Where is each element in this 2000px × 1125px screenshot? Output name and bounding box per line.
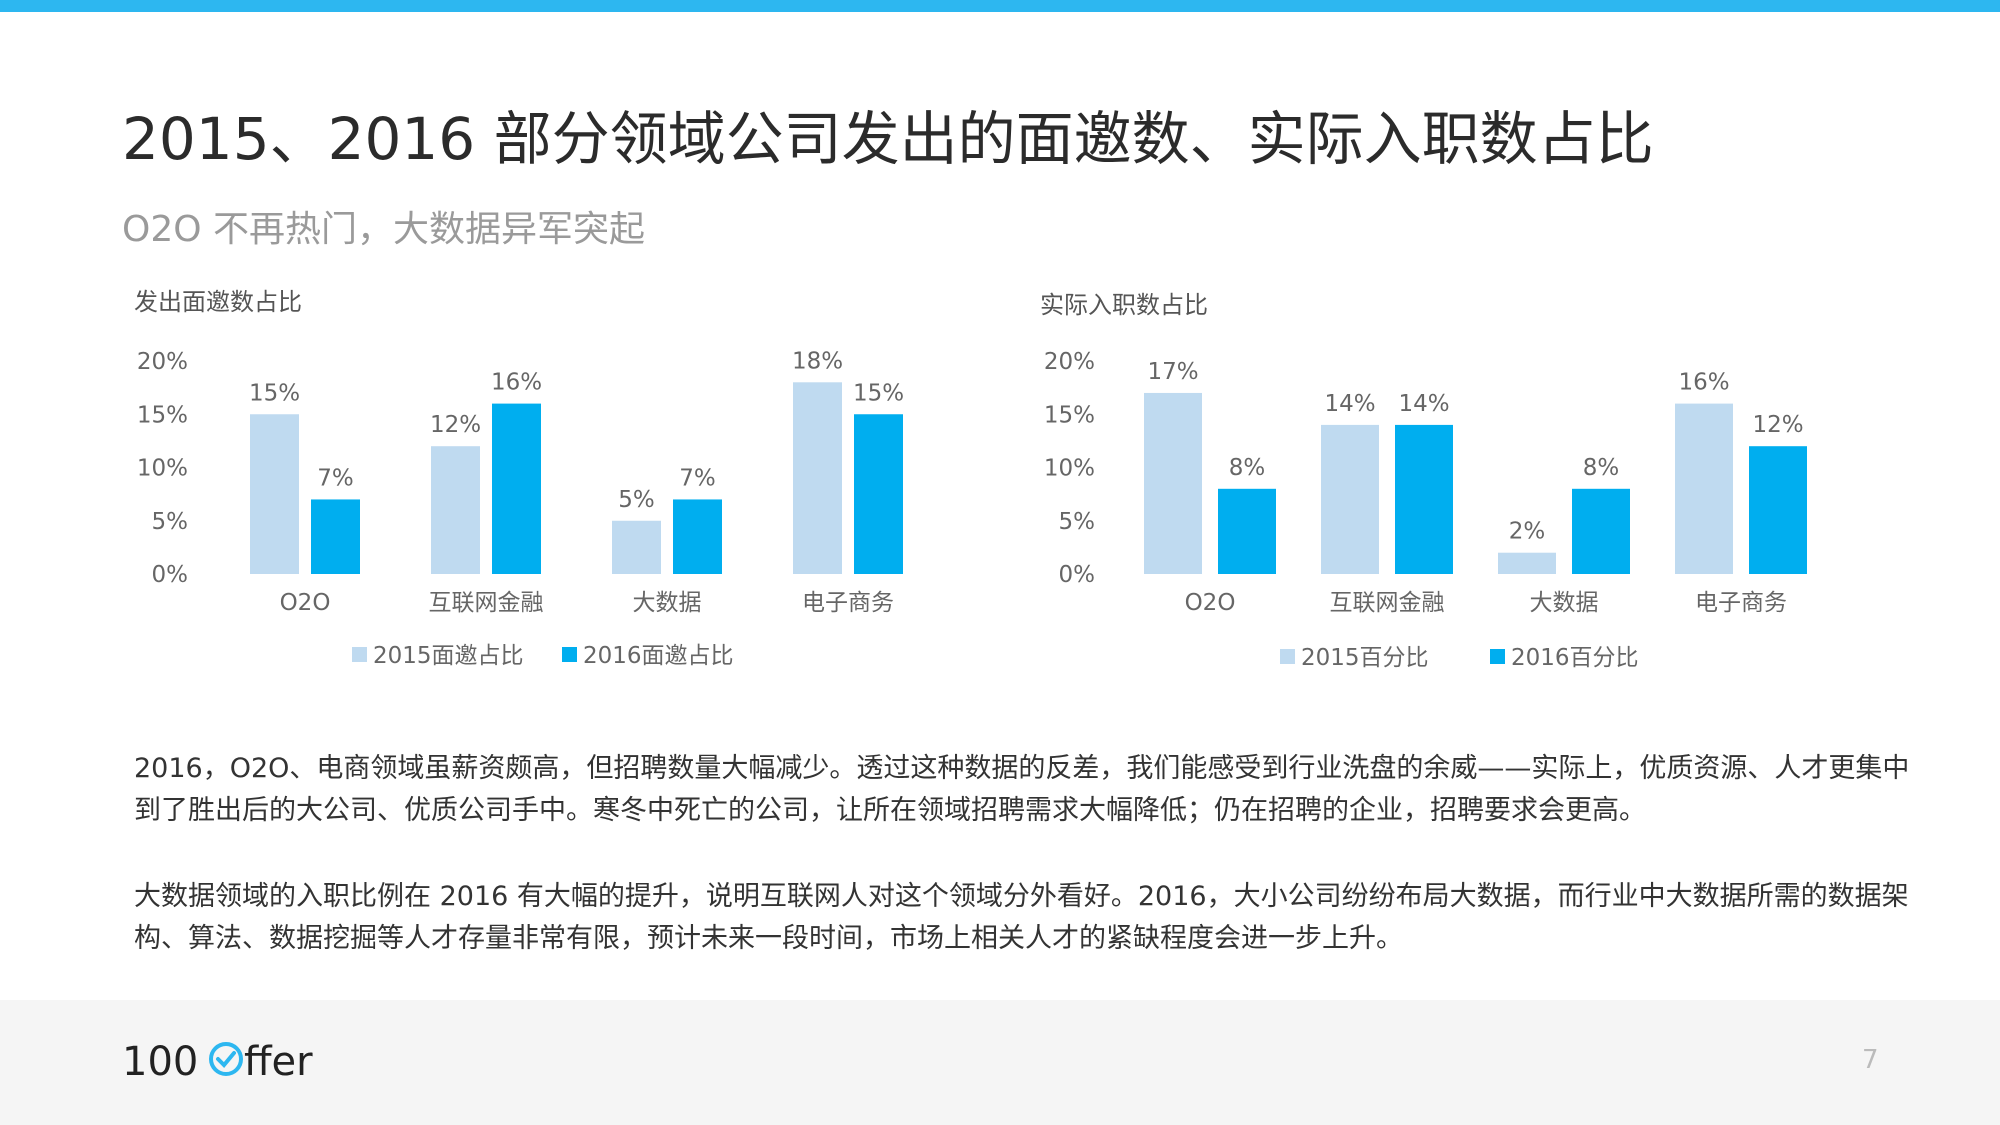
data-label: 14% xyxy=(1324,391,1375,417)
y-tick-label: 0% xyxy=(1059,562,1096,588)
data-label: 7% xyxy=(679,465,716,491)
page-title: 2015、2016 部分领域公司发出的面邀数、实际入职数占比 xyxy=(122,105,1654,173)
legend-label: 2015百分比 xyxy=(1301,645,1429,671)
bar-2015 xyxy=(1144,392,1202,574)
bar-2015 xyxy=(250,414,299,574)
legend-label: 2016百分比 xyxy=(1511,645,1639,671)
y-tick-label: 20% xyxy=(1044,349,1095,375)
bar-2015 xyxy=(431,446,480,574)
legend-swatch xyxy=(1490,649,1505,664)
svg-text:ffer: ffer xyxy=(244,1039,313,1083)
charts-area: 发出面邀数占比 0% 5% 10% 15% 20% 15% 7% O2O 12% 16% 互联网金融 5… xyxy=(0,270,2000,690)
data-label: 2% xyxy=(1509,519,1546,545)
bar-2016 xyxy=(1218,488,1276,574)
page-number: 7 xyxy=(1862,1045,1879,1075)
y-tick-label: 15% xyxy=(1044,402,1095,428)
bar-2015 xyxy=(1498,552,1556,574)
data-label: 5% xyxy=(618,487,655,513)
bar-2015 xyxy=(793,382,842,574)
paragraph-1: 2016，O2O、电商领域虽薪资颇高，但招聘数量大幅减少。透过这种数据的反差，我… xyxy=(134,753,1910,826)
y-tick-label: 10% xyxy=(137,456,188,482)
chart-title: 发出面邀数占比 xyxy=(134,288,302,316)
data-label: 12% xyxy=(430,412,481,438)
y-tick-label: 15% xyxy=(137,402,188,428)
bar-2016 xyxy=(1749,446,1807,574)
data-label: 18% xyxy=(792,348,843,374)
y-tick-label: 10% xyxy=(1044,456,1095,482)
legend-swatch xyxy=(562,647,577,662)
data-label: 15% xyxy=(853,380,904,406)
page-subtitle: O2O 不再热门，大数据异军突起 xyxy=(122,209,646,250)
x-tick-label: 互联网金融 xyxy=(1330,590,1445,616)
bar-2015 xyxy=(612,520,661,574)
x-tick-label: O2O xyxy=(1185,590,1236,616)
data-label: 14% xyxy=(1398,391,1449,417)
data-label: 15% xyxy=(249,380,300,406)
bar-charts: 发出面邀数占比 0% 5% 10% 15% 20% 15% 7% O2O 12% 16% 互联网金融 5… xyxy=(134,288,1807,671)
y-tick-label: 5% xyxy=(152,509,189,535)
100offer-logo: 100 ffer xyxy=(122,1039,313,1083)
y-tick-label: 0% xyxy=(152,562,189,588)
paragraph-2: 大数据领域的入职比例在 2016 有大幅的提升，说明互联网人对这个领域分外看好。… xyxy=(134,881,1909,954)
y-tick-label: 5% xyxy=(1059,509,1096,535)
chart-title: 实际入职数占比 xyxy=(1040,291,1208,319)
data-label: 17% xyxy=(1147,359,1198,385)
x-tick-label: 大数据 xyxy=(633,590,702,616)
top-accent-bar xyxy=(0,0,2000,12)
data-label: 12% xyxy=(1752,412,1803,438)
x-tick-label: 电子商务 xyxy=(802,590,894,616)
legend-swatch xyxy=(352,647,367,662)
data-label: 8% xyxy=(1229,455,1266,481)
bar-2016 xyxy=(854,414,903,574)
bar-2016 xyxy=(492,403,541,574)
bar-2016 xyxy=(1572,488,1630,574)
x-tick-label: 大数据 xyxy=(1530,590,1599,616)
bar-2016 xyxy=(1395,424,1453,574)
bar-2015 xyxy=(1675,403,1733,574)
data-label: 16% xyxy=(491,370,542,396)
bar-2016 xyxy=(311,499,360,574)
y-tick-label: 20% xyxy=(137,349,188,375)
legend-swatch xyxy=(1280,649,1295,664)
x-tick-label: 电子商务 xyxy=(1695,590,1787,616)
data-label: 7% xyxy=(317,465,354,491)
data-label: 16% xyxy=(1678,370,1729,396)
footer xyxy=(0,1000,2000,1125)
svg-text:100: 100 xyxy=(122,1039,198,1083)
bar-2016 xyxy=(673,499,722,574)
x-tick-label: O2O xyxy=(280,590,331,616)
bar-2015 xyxy=(1321,424,1379,574)
x-tick-label: 互联网金融 xyxy=(429,590,544,616)
legend-label: 2015面邀占比 xyxy=(373,643,524,669)
legend-label: 2016面邀占比 xyxy=(583,643,734,669)
data-label: 8% xyxy=(1583,455,1620,481)
